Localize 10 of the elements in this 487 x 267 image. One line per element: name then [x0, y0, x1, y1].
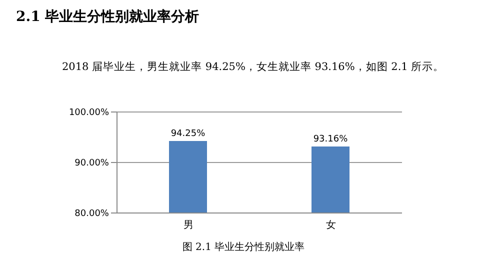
chart-subtitle: 2018 届毕业生，男生就业率 94.25%，女生就业率 93.16%，如图 2.1 所示。	[62, 60, 444, 74]
x-tick-label: 男	[183, 220, 194, 232]
data-label: 94.25%	[170, 129, 206, 140]
chart-title: 2.1 毕业生分性别就业率分析	[16, 8, 200, 26]
y-tick-label: 100.00%	[68, 108, 110, 118]
y-tick-label: 80.00%	[74, 209, 110, 220]
caption: 图 2.1 毕业生分性别就业率	[181, 240, 306, 254]
y-tick-label: 90.00%	[74, 158, 110, 169]
x-tick-label: 女	[326, 219, 336, 232]
data-label: 93.16%	[313, 134, 348, 145]
